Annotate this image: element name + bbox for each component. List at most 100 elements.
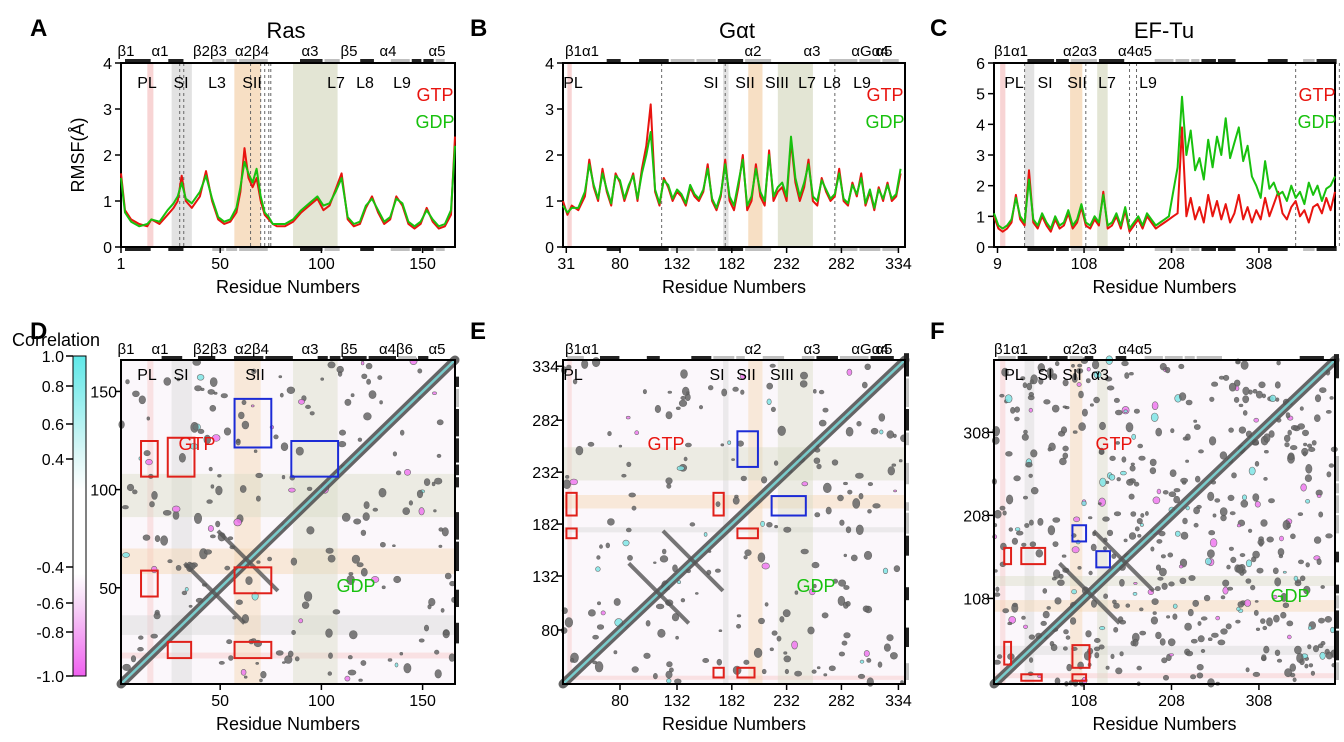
contour-blob xyxy=(1184,622,1192,631)
contour-blob xyxy=(1219,451,1228,460)
contour-blob xyxy=(1308,663,1314,668)
ss-bar xyxy=(801,356,815,361)
contour-blob xyxy=(328,652,333,659)
contour-blob xyxy=(235,599,243,605)
contour-blob xyxy=(1212,513,1217,518)
contour-blob xyxy=(1188,575,1196,581)
contour-blob xyxy=(298,618,304,624)
ss-bar xyxy=(168,59,184,64)
x-tick-label: 31 xyxy=(557,256,575,273)
anti-diagonal-feature xyxy=(661,529,725,593)
contour-blob xyxy=(1269,394,1277,403)
ss-bar xyxy=(1201,59,1216,64)
contour-blob xyxy=(1014,406,1021,413)
contour-blob xyxy=(1311,440,1317,446)
contour-blob xyxy=(1086,367,1091,372)
contour-blob xyxy=(862,605,870,613)
contour-blob xyxy=(150,633,158,639)
contour-blob xyxy=(1266,617,1273,627)
contour-blob xyxy=(845,600,851,607)
contour-blob xyxy=(592,660,598,665)
contour-blob xyxy=(1040,620,1047,626)
ss-bar xyxy=(1334,456,1339,482)
contour-blob xyxy=(1139,607,1144,612)
region-label: SII xyxy=(735,75,755,92)
contour-blob xyxy=(203,434,212,445)
contour-blob xyxy=(1073,516,1080,523)
contour-blob xyxy=(657,628,666,638)
y-tick-label: 80 xyxy=(541,623,559,640)
x-axis-label: Residue Numbers xyxy=(1092,714,1236,734)
contour-blob xyxy=(1203,594,1211,602)
contour-blob xyxy=(1245,559,1253,568)
contour-blob xyxy=(776,635,782,642)
contour-blob xyxy=(1304,663,1309,669)
highlight-box-red xyxy=(1003,546,1013,566)
contour-blob xyxy=(207,525,214,532)
ss-bar xyxy=(1191,246,1200,251)
contour-blob xyxy=(1051,404,1060,413)
contour-blob xyxy=(1028,657,1034,663)
x-tick-label: 308 xyxy=(1246,256,1273,273)
contour-blob xyxy=(800,548,809,555)
contour-blob xyxy=(1272,567,1279,575)
contour-blob xyxy=(999,505,1006,511)
contour-blob xyxy=(1168,653,1174,657)
ss-bar xyxy=(435,246,445,251)
contour-blob xyxy=(855,524,864,535)
contour-blob xyxy=(1030,487,1039,495)
contour-blob xyxy=(295,446,304,456)
contour-blob xyxy=(1078,390,1084,399)
contour-blob xyxy=(1119,651,1124,657)
contour-blob xyxy=(1007,621,1013,626)
contour-blob xyxy=(769,647,774,652)
x-tick-label: 80 xyxy=(611,693,629,710)
ss-bar xyxy=(342,356,367,361)
contour-blob xyxy=(1208,530,1216,536)
contour-blob xyxy=(206,499,213,504)
contour-blob xyxy=(1305,562,1310,568)
contour-blob xyxy=(999,393,1005,398)
contour-blob xyxy=(1274,649,1281,656)
contour-blob xyxy=(251,368,257,374)
contour-blob xyxy=(1252,388,1258,394)
ss-bar xyxy=(1098,246,1125,251)
contour-blob xyxy=(1037,363,1046,373)
ss-bar xyxy=(882,59,899,64)
x-tick-label: 108 xyxy=(1071,256,1098,273)
ss-bar xyxy=(904,462,909,485)
contour-blob xyxy=(320,377,325,381)
legend-gdp: GDP xyxy=(1297,112,1336,132)
contour-blob xyxy=(898,459,903,463)
contour-blob xyxy=(1028,634,1036,640)
contour-blob xyxy=(1314,394,1322,403)
contour-blob xyxy=(209,404,217,412)
contour-blob xyxy=(1081,408,1088,417)
contour-blob xyxy=(1238,426,1247,434)
contour-blob xyxy=(879,429,884,435)
contour-blob xyxy=(1229,511,1236,516)
contour-blob xyxy=(125,379,130,385)
contour-blob xyxy=(565,474,570,479)
contour-blob xyxy=(210,484,215,489)
contour-blob xyxy=(1228,382,1237,392)
ss-bar xyxy=(1098,59,1125,64)
contour-blob xyxy=(864,363,871,370)
contour-blob xyxy=(1071,546,1080,554)
ss-bar xyxy=(1267,246,1288,251)
contour-blob xyxy=(1276,360,1281,366)
contour-blob xyxy=(280,442,289,452)
contour-blob xyxy=(1226,564,1231,570)
y-tick-label: 232 xyxy=(532,465,559,482)
contour-blob xyxy=(607,431,612,437)
contour-blob xyxy=(1225,623,1232,630)
ss-bar xyxy=(233,356,264,361)
x-tick-label: 208 xyxy=(1158,693,1185,710)
x-tick-label: 132 xyxy=(664,256,691,273)
contour-blob xyxy=(366,378,371,385)
contour-blob xyxy=(1075,368,1084,374)
contour-blob xyxy=(1071,375,1078,383)
contour-blob xyxy=(1252,493,1260,502)
contour-blob xyxy=(167,559,173,564)
